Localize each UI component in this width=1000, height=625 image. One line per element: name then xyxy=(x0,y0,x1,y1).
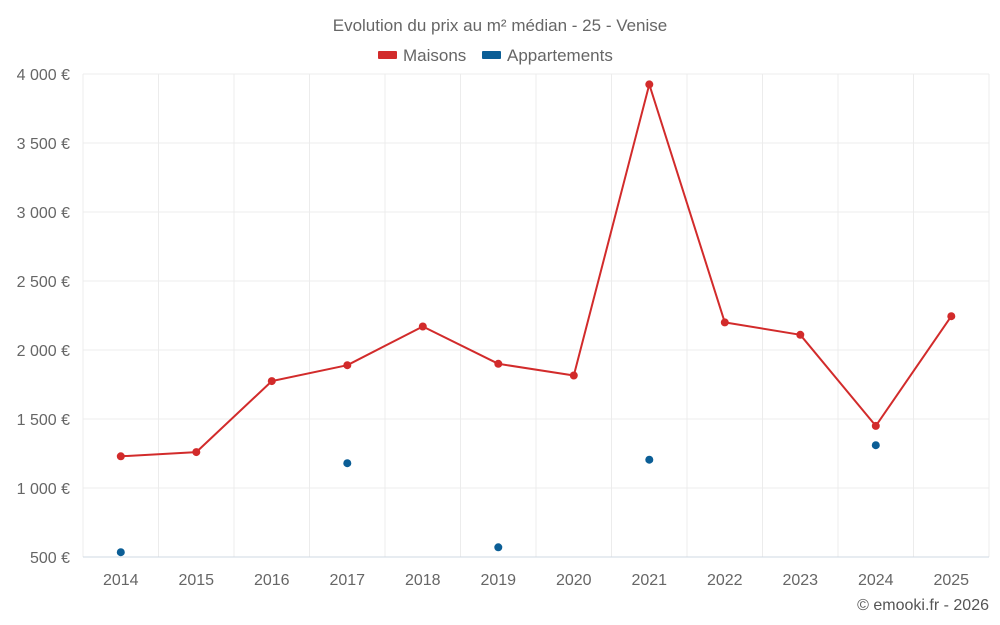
y-axis-labels: 500 € 1 000 € 1 500 € 2 000 € 2 500 € 3 000 €… xyxy=(17,67,70,567)
data-point-appartements[interactable] xyxy=(871,441,880,450)
x-tick-label: 2017 xyxy=(329,572,365,589)
x-tick-label: 2016 xyxy=(254,572,290,589)
x-tick-label: 2021 xyxy=(631,572,667,589)
x-tick-label: 2019 xyxy=(480,572,516,589)
chart-title: Evolution du prix au m² médian - 25 - Ve… xyxy=(333,16,668,35)
x-tick-label: 2023 xyxy=(782,572,818,589)
y-tick-label: 2 000 € xyxy=(17,343,70,360)
legend: Maisons Appartements xyxy=(378,46,613,65)
series-maisons xyxy=(116,80,956,461)
x-tick-label: 2025 xyxy=(933,572,969,589)
y-tick-label: 4 000 € xyxy=(17,67,70,84)
data-point-appartements[interactable] xyxy=(645,455,654,464)
y-tick-label: 3 000 € xyxy=(17,205,70,222)
data-point-maisons[interactable] xyxy=(569,371,578,380)
data-point-maisons[interactable] xyxy=(645,80,654,89)
y-tick-label: 3 500 € xyxy=(17,136,70,153)
legend-item-maisons[interactable]: Maisons xyxy=(378,46,466,65)
x-tick-label: 2022 xyxy=(707,572,743,589)
legend-label-appartements: Appartements xyxy=(507,46,613,65)
x-gridlines xyxy=(82,74,990,557)
data-point-maisons[interactable] xyxy=(720,318,729,327)
x-tick-label: 2018 xyxy=(405,572,441,589)
y-gridlines xyxy=(83,73,989,489)
data-point-maisons[interactable] xyxy=(494,359,503,368)
credit-text: © emooki.fr - 2026 xyxy=(857,597,989,614)
x-tick-label: 2020 xyxy=(556,572,592,589)
legend-item-appartements[interactable]: Appartements xyxy=(482,46,613,65)
data-point-maisons[interactable] xyxy=(267,377,276,386)
x-tick-label: 2024 xyxy=(858,572,894,589)
series-appartements xyxy=(116,441,880,557)
x-axis-labels: 2014 2015 2016 2017 2018 2019 2020 2021 2022 2023… xyxy=(103,572,969,589)
data-point-appartements[interactable] xyxy=(343,459,352,468)
legend-swatch-maisons xyxy=(378,51,397,59)
data-point-maisons[interactable] xyxy=(192,448,201,457)
data-point-maisons[interactable] xyxy=(116,452,125,461)
data-point-maisons[interactable] xyxy=(871,421,880,430)
data-point-maisons[interactable] xyxy=(343,361,352,370)
data-point-appartements[interactable] xyxy=(494,543,503,552)
data-point-appartements[interactable] xyxy=(116,548,125,557)
x-tick-label: 2015 xyxy=(178,572,214,589)
series-line-maisons xyxy=(120,83,953,458)
legend-label-maisons: Maisons xyxy=(403,46,466,65)
x-tick-label: 2014 xyxy=(103,572,139,589)
y-tick-label: 2 500 € xyxy=(17,274,70,291)
y-tick-label: 500 € xyxy=(30,550,70,567)
data-point-maisons[interactable] xyxy=(947,312,956,321)
data-point-maisons[interactable] xyxy=(418,322,427,331)
data-point-maisons[interactable] xyxy=(796,330,805,339)
y-tick-label: 1 000 € xyxy=(17,481,70,498)
legend-swatch-appartements xyxy=(482,51,501,59)
y-tick-label: 1 500 € xyxy=(17,412,70,429)
